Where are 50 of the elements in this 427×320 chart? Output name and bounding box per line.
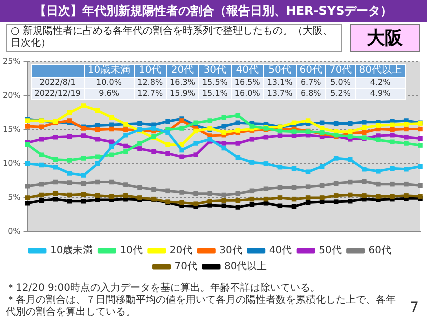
annotation: 6.7% <box>296 77 326 88</box>
annotation: 16.5% <box>231 77 264 88</box>
y-tick-label: 25% <box>3 56 22 66</box>
annotation: 5.0% <box>326 77 356 88</box>
annotation: 4.2% <box>356 77 406 88</box>
annotation: 4.9% <box>356 88 406 100</box>
annotation: 10歳未満 <box>84 64 134 78</box>
annotation: 60代 <box>296 64 326 78</box>
legend-label: 60代 <box>368 246 392 257</box>
annotation: 6.8% <box>296 88 326 100</box>
y-tick-label: 10% <box>3 159 22 168</box>
text: 7 <box>410 300 419 316</box>
annotation: 80代以上 <box>356 64 406 78</box>
annotation: 12.7% <box>134 88 167 100</box>
annotation: 10代 <box>134 64 167 78</box>
annotation: 10.0% <box>84 77 134 88</box>
legend-label: 50代 <box>319 246 342 257</box>
annotation: 5.2% <box>326 88 356 100</box>
annotation: 40代 <box>231 64 264 78</box>
text: 大阪 <box>350 24 420 52</box>
legend-label: 30代 <box>220 246 242 257</box>
annotation: 20代 <box>166 64 199 78</box>
legend-label: 40代 <box>269 246 292 257</box>
annotation: 13.1% <box>264 77 296 88</box>
annotation: 12.8% <box>134 77 167 88</box>
y-tick-label: 0% <box>8 227 22 236</box>
legend-label: 70代 <box>174 262 198 273</box>
y-tick-label: 5% <box>8 193 22 202</box>
annotation: 50代 <box>264 64 296 78</box>
annotation: 30代 <box>198 64 232 78</box>
annotation: 15.1% <box>198 88 232 100</box>
annotation: 2022/8/1 <box>31 77 84 88</box>
legend-label: 10代 <box>120 246 143 257</box>
legend-label: 10歳未満 <box>50 244 94 257</box>
y-tick-label: 20% <box>3 90 22 100</box>
text: ＊各月の割合は、７日間移動平均の値を用いて各月の陽性者数を累積化した上で、各年代別の割合を算出している。 <box>6 295 397 319</box>
y-tick-label: 15% <box>3 124 22 134</box>
annotation: 16.0% <box>231 88 264 100</box>
annotation: 15.9% <box>166 88 199 100</box>
chart-title: 【日次】年代別新規陽性者の割合（報告日別、HER-SYSデータ） <box>0 0 427 22</box>
annotation: 2022/12/19 <box>31 88 84 100</box>
annotation: 13.7% <box>264 88 296 100</box>
annotation: 9.6% <box>84 88 134 100</box>
legend-label: 80代以上 <box>224 260 268 273</box>
annotation: 15.5% <box>198 77 232 88</box>
legend-label: 20代 <box>170 246 193 257</box>
annotation: 70代 <box>326 64 356 78</box>
chart-subtitle: ○ 新規陽性者に占める各年代の割合を時系列で整理したもの。（大阪、日次化） <box>6 24 342 52</box>
text: ＊12/20 9:00時点の入力データを基に算出。年齢不詳は除いている。 <box>6 283 322 294</box>
annotation: 16.3% <box>166 77 199 88</box>
